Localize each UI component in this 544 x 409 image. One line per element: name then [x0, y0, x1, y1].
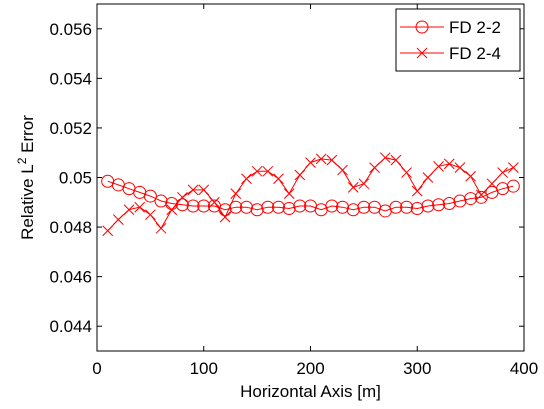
data-point-circle [464, 192, 478, 206]
data-point-x [123, 204, 135, 216]
data-point-circle [506, 179, 520, 193]
y-tick-label: 0.052 [49, 119, 92, 138]
data-point-x [262, 165, 274, 177]
data-point-circle [271, 200, 285, 214]
data-point-x [294, 169, 306, 181]
data-point-x [454, 162, 466, 173]
legend: FD 2-2 FD 2-4 [395, 8, 521, 72]
data-point-x [134, 201, 146, 213]
x-tick-label: 300 [403, 359, 431, 378]
data-point-x [465, 170, 476, 182]
data-point-x [230, 188, 242, 199]
data-point-circle [410, 201, 424, 215]
data-point-circle [154, 194, 168, 208]
data-point-circle [282, 201, 296, 215]
data-point-x [187, 184, 199, 196]
data-point-x [155, 222, 167, 234]
data-point-circle [432, 198, 446, 212]
y-tick-label: 0.056 [49, 20, 92, 39]
data-point-circle [389, 200, 403, 214]
data-point-circle [143, 189, 157, 203]
data-point-x [251, 165, 263, 177]
data-point-circle [229, 200, 243, 214]
y-tick-label: 0.044 [49, 317, 92, 336]
data-point-x [145, 209, 156, 221]
data-point-x [443, 158, 455, 170]
data-point-circle [293, 199, 307, 213]
axis-ticks [96, 4, 525, 351]
data-point-x [401, 167, 412, 178]
data-point-circle [218, 203, 232, 217]
data-point-circle [197, 199, 211, 213]
y-axis-title: Relative L2 Error [15, 115, 37, 240]
data-point-x [198, 184, 210, 196]
data-point-x [411, 185, 423, 197]
data-point-x [283, 188, 295, 199]
y-tick-label: 0.048 [49, 218, 92, 237]
data-point-x [369, 162, 380, 173]
data-point-x [486, 178, 498, 190]
x-tick-label: 100 [190, 359, 218, 378]
data-point-x [241, 173, 252, 185]
data-point-circle [421, 199, 435, 213]
data-point-x [507, 162, 519, 173]
y-tick-label: 0.046 [49, 268, 92, 287]
data-point-circle [325, 199, 339, 213]
data-point-x [219, 211, 231, 223]
data-point-x [497, 167, 509, 178]
legend-box [395, 8, 521, 72]
data-point-circle [336, 200, 350, 214]
data-point-x [166, 204, 178, 216]
data-point-x [379, 152, 391, 164]
y-tick-label: 0.054 [49, 69, 92, 88]
data-point-x [177, 191, 188, 203]
data-point-x [273, 173, 284, 185]
legend-marker-fd24 [416, 47, 428, 59]
series-markers [101, 152, 520, 237]
legend-marker-fd22 [415, 20, 429, 34]
data-point-circle [186, 199, 200, 213]
data-point-x [347, 182, 359, 193]
legend-label-fd22: FD 2-2 [449, 18, 501, 37]
data-point-x [209, 196, 220, 208]
data-point-circle [442, 197, 456, 211]
data-point-circle [261, 200, 275, 214]
y-axis-title-superscript: 2 [15, 157, 29, 164]
y-tick-label: 0.05 [59, 169, 92, 188]
series-line-1 [107, 180, 514, 212]
data-point-circle [239, 200, 253, 214]
data-point-circle [357, 200, 371, 214]
data-point-x [305, 157, 316, 168]
data-point-x [422, 172, 434, 183]
data-point-x [326, 154, 338, 166]
data-point-circle [250, 203, 264, 217]
data-point-circle [400, 200, 414, 214]
x-axis-title: Horizontal Axis [m] [240, 382, 381, 401]
data-point-x [475, 189, 487, 201]
tick-labels: 0 100 200 300 400 0.044 0.046 0.048 0.05 0.052 0.0… [49, 20, 538, 378]
data-point-x [315, 153, 327, 165]
y-axis-title-suffix: Error [18, 115, 37, 158]
data-point-x [337, 164, 348, 176]
data-point-x [112, 214, 124, 225]
legend-label-fd24: FD 2-4 [449, 44, 501, 63]
x-tick-label: 0 [92, 359, 101, 378]
data-point-x [358, 178, 370, 190]
x-tick-label: 200 [296, 359, 324, 378]
data-point-x [390, 154, 402, 166]
data-point-x [433, 160, 444, 172]
x-tick-label: 400 [510, 359, 538, 378]
data-point-circle [474, 190, 488, 204]
data-point-circle [453, 194, 467, 208]
y-axis-title-main: Relative L [18, 164, 37, 240]
data-point-x [102, 225, 114, 237]
data-point-circle [346, 203, 360, 217]
